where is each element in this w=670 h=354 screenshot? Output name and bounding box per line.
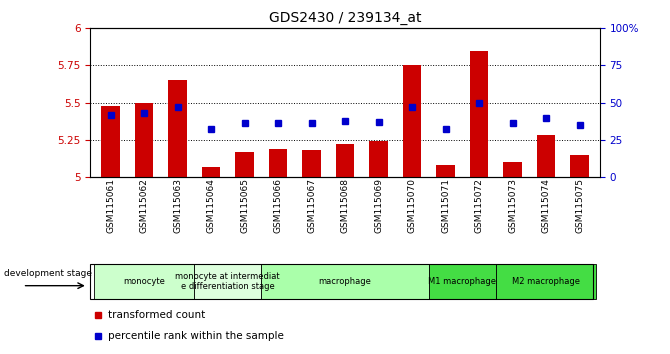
Bar <box>570 155 589 177</box>
Text: development stage: development stage <box>3 269 92 278</box>
Text: M2 macrophage: M2 macrophage <box>512 277 580 286</box>
Bar <box>302 150 321 177</box>
Bar <box>436 165 455 177</box>
Bar <box>496 264 596 299</box>
Text: monocyte at intermediat
e differentiation stage: monocyte at intermediat e differentiatio… <box>176 272 280 291</box>
Text: macrophage: macrophage <box>319 277 371 286</box>
Bar <box>94 264 194 299</box>
Text: GDS2430 / 239134_at: GDS2430 / 239134_at <box>269 11 421 25</box>
Bar <box>202 167 220 177</box>
Bar <box>537 135 555 177</box>
Bar <box>235 152 254 177</box>
Bar <box>403 65 421 177</box>
Bar <box>135 103 153 177</box>
Text: transformed count: transformed count <box>109 310 206 320</box>
Bar <box>429 264 496 299</box>
Text: M1 macrophage: M1 macrophage <box>428 277 496 286</box>
Bar <box>168 80 187 177</box>
Bar <box>503 162 522 177</box>
Bar <box>194 264 261 299</box>
Bar <box>470 51 488 177</box>
Bar <box>101 105 120 177</box>
Bar <box>369 141 388 177</box>
Text: percentile rank within the sample: percentile rank within the sample <box>109 331 284 341</box>
Text: monocyte: monocyte <box>123 277 165 286</box>
Bar <box>261 264 429 299</box>
Bar <box>336 144 354 177</box>
Bar <box>269 149 287 177</box>
